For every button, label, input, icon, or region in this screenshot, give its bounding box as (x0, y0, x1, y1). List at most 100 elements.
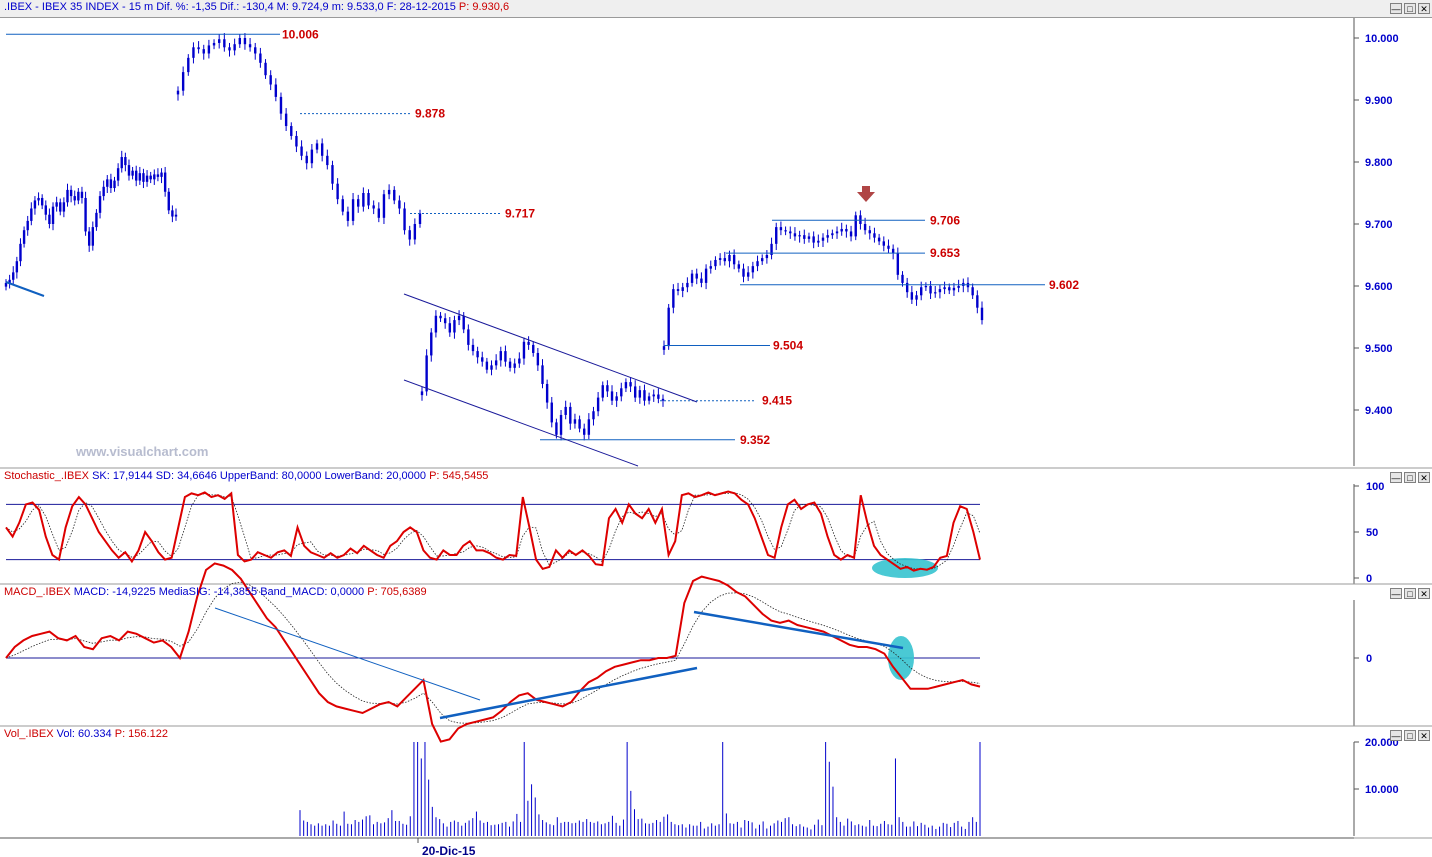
close-icon[interactable]: ✕ (1418, 472, 1430, 483)
maximize-icon[interactable]: □ (1404, 472, 1416, 483)
candle-body (980, 307, 984, 321)
candle-body (439, 315, 442, 319)
candle-body (413, 224, 417, 240)
stoch-tick-label: 100 (1366, 481, 1384, 493)
candle-body (187, 57, 190, 73)
volume-value: Vol: 60.334 (56, 728, 112, 740)
candle-body (661, 398, 665, 401)
candle-body (596, 397, 600, 412)
candle-body (73, 196, 76, 201)
candle-body (938, 289, 942, 293)
candle-body (269, 75, 272, 85)
candle-body (550, 402, 553, 423)
left-trendline (5, 281, 45, 297)
candle-body (135, 170, 138, 181)
candle-body (976, 295, 979, 308)
candle-body (59, 202, 62, 212)
candle-body (849, 231, 853, 237)
candle-body (615, 396, 618, 401)
window-controls-macd: — □ ✕ (1390, 588, 1430, 599)
candle-body (153, 174, 156, 180)
window-controls-stochastic: — □ ✕ (1390, 472, 1430, 483)
candle-body (116, 168, 120, 181)
candle-body (732, 255, 736, 265)
price-readout: P: 9.930,6 (458, 1, 510, 13)
candle-body (831, 233, 834, 236)
candle-body (320, 143, 324, 156)
candle-body (202, 49, 205, 54)
macd-signal-line (5, 581, 981, 724)
minimize-icon[interactable]: — (1390, 730, 1402, 741)
maximize-icon[interactable]: □ (1404, 730, 1416, 741)
candle-body (174, 214, 178, 217)
candle-body (583, 428, 586, 435)
close-icon[interactable]: ✕ (1418, 730, 1430, 741)
candle-body (443, 318, 447, 324)
candle-body (578, 419, 581, 429)
down-arrow-icon (857, 186, 875, 202)
candle-body (12, 272, 15, 280)
candle-body (686, 282, 689, 288)
candle-body (55, 202, 58, 207)
candle-body (700, 278, 703, 283)
candle-body (346, 211, 350, 221)
minimize-icon[interactable]: — (1390, 3, 1402, 14)
candle-body (77, 191, 80, 201)
candle-body (138, 173, 142, 181)
macd-trendline-falling (693, 610, 904, 650)
candle-body (887, 245, 890, 249)
candle-body (26, 220, 29, 231)
candle-body (672, 289, 675, 308)
candle-body (746, 272, 750, 277)
price-tick-label: 10.000 (1365, 33, 1399, 45)
macd-signal: MediaSIG: -14,3855 (158, 586, 258, 598)
macd-band: Band_MACD: 0,0000 (260, 586, 365, 598)
candle-body (109, 179, 113, 189)
maximize-icon[interactable]: □ (1404, 588, 1416, 599)
candle-body (462, 315, 465, 330)
candle-body (779, 227, 783, 231)
close-icon[interactable]: ✕ (1418, 588, 1430, 599)
close-icon[interactable]: ✕ (1418, 3, 1430, 14)
window-controls-volume: — □ ✕ (1390, 730, 1430, 741)
candle-body (504, 351, 507, 362)
candle-body (362, 193, 365, 207)
candle-body (905, 282, 909, 293)
volume-p: P: 156.122 (114, 728, 168, 740)
candle-body (176, 90, 180, 95)
stochastic-legend: Stochastic_.IBEX SK: 17,9144 SD: 34,6646… (4, 470, 488, 482)
candle-body (943, 287, 946, 290)
candle-body (714, 259, 717, 267)
candle-body (929, 286, 932, 294)
candle-body (91, 227, 95, 246)
macd-legend: MACD_.IBEX MACD: -14,9225 MediaSIG: -14,… (4, 586, 427, 598)
macd-trendline-thin (214, 607, 481, 701)
stochastic-upper: UpperBand: 80,0000 (219, 470, 322, 482)
maximize-icon[interactable]: □ (1404, 3, 1416, 14)
candle-body (233, 44, 236, 51)
candle-body (868, 230, 871, 234)
candle-body (393, 189, 396, 201)
candle-body (145, 175, 149, 182)
macd-main-line (5, 562, 981, 743)
candle-body (243, 38, 247, 45)
candle-body (476, 351, 479, 358)
candle-body (775, 227, 778, 244)
macd-p: P: 705,6389 (367, 586, 427, 598)
price-tick-label: 9.500 (1365, 343, 1393, 355)
date-label: 20-Dic-15 (422, 844, 476, 857)
candle-body (601, 385, 604, 398)
candle-body (835, 231, 839, 234)
candle-body (508, 361, 512, 368)
candle-body (66, 189, 69, 203)
candle-body (467, 329, 470, 345)
candle-body (807, 236, 811, 239)
minimize-icon[interactable]: — (1390, 588, 1402, 599)
candle-body (667, 307, 670, 347)
level-label-9.706: 9.706 (930, 213, 960, 227)
candle-body (718, 258, 722, 260)
candle-body (624, 382, 628, 389)
minimize-icon[interactable]: — (1390, 472, 1402, 483)
stochastic-p: P: 545,5455 (429, 470, 489, 482)
candle-body (95, 212, 98, 228)
